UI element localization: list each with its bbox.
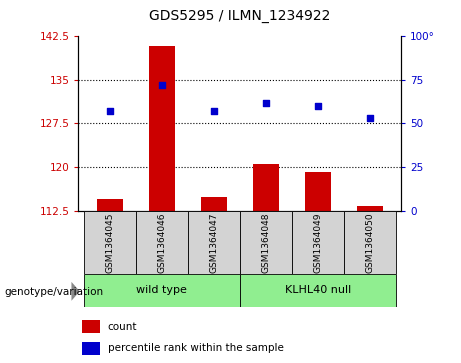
Text: wild type: wild type — [136, 285, 187, 295]
Bar — [82, 320, 100, 333]
Bar — [97, 199, 123, 211]
Bar — [357, 207, 383, 211]
Bar — [292, 211, 344, 274]
Point — [262, 99, 269, 105]
Bar — [240, 211, 292, 274]
Text: percentile rank within the sample: percentile rank within the sample — [108, 343, 284, 354]
Text: GSM1364048: GSM1364048 — [261, 212, 270, 273]
Text: GSM1364049: GSM1364049 — [313, 212, 322, 273]
Bar — [305, 172, 331, 211]
Point — [106, 108, 113, 114]
Text: GSM1364047: GSM1364047 — [209, 212, 218, 273]
Bar — [148, 46, 175, 211]
Point — [314, 103, 321, 109]
Text: GSM1364045: GSM1364045 — [105, 212, 114, 273]
Bar — [253, 164, 279, 211]
Point — [158, 82, 165, 88]
Text: GSM1364046: GSM1364046 — [157, 212, 166, 273]
Bar — [83, 211, 136, 274]
Bar — [82, 342, 100, 355]
Point — [210, 108, 218, 114]
Point — [366, 115, 373, 121]
Text: KLHL40 null: KLHL40 null — [285, 285, 351, 295]
Bar — [188, 211, 240, 274]
Bar — [83, 274, 240, 307]
Polygon shape — [71, 282, 80, 301]
Bar — [201, 197, 227, 211]
Bar — [344, 211, 396, 274]
Text: count: count — [108, 322, 137, 332]
Text: GSM1364050: GSM1364050 — [365, 212, 374, 273]
Text: genotype/variation: genotype/variation — [5, 287, 104, 297]
Text: GDS5295 / ILMN_1234922: GDS5295 / ILMN_1234922 — [149, 9, 331, 23]
Bar — [240, 274, 396, 307]
Bar — [136, 211, 188, 274]
